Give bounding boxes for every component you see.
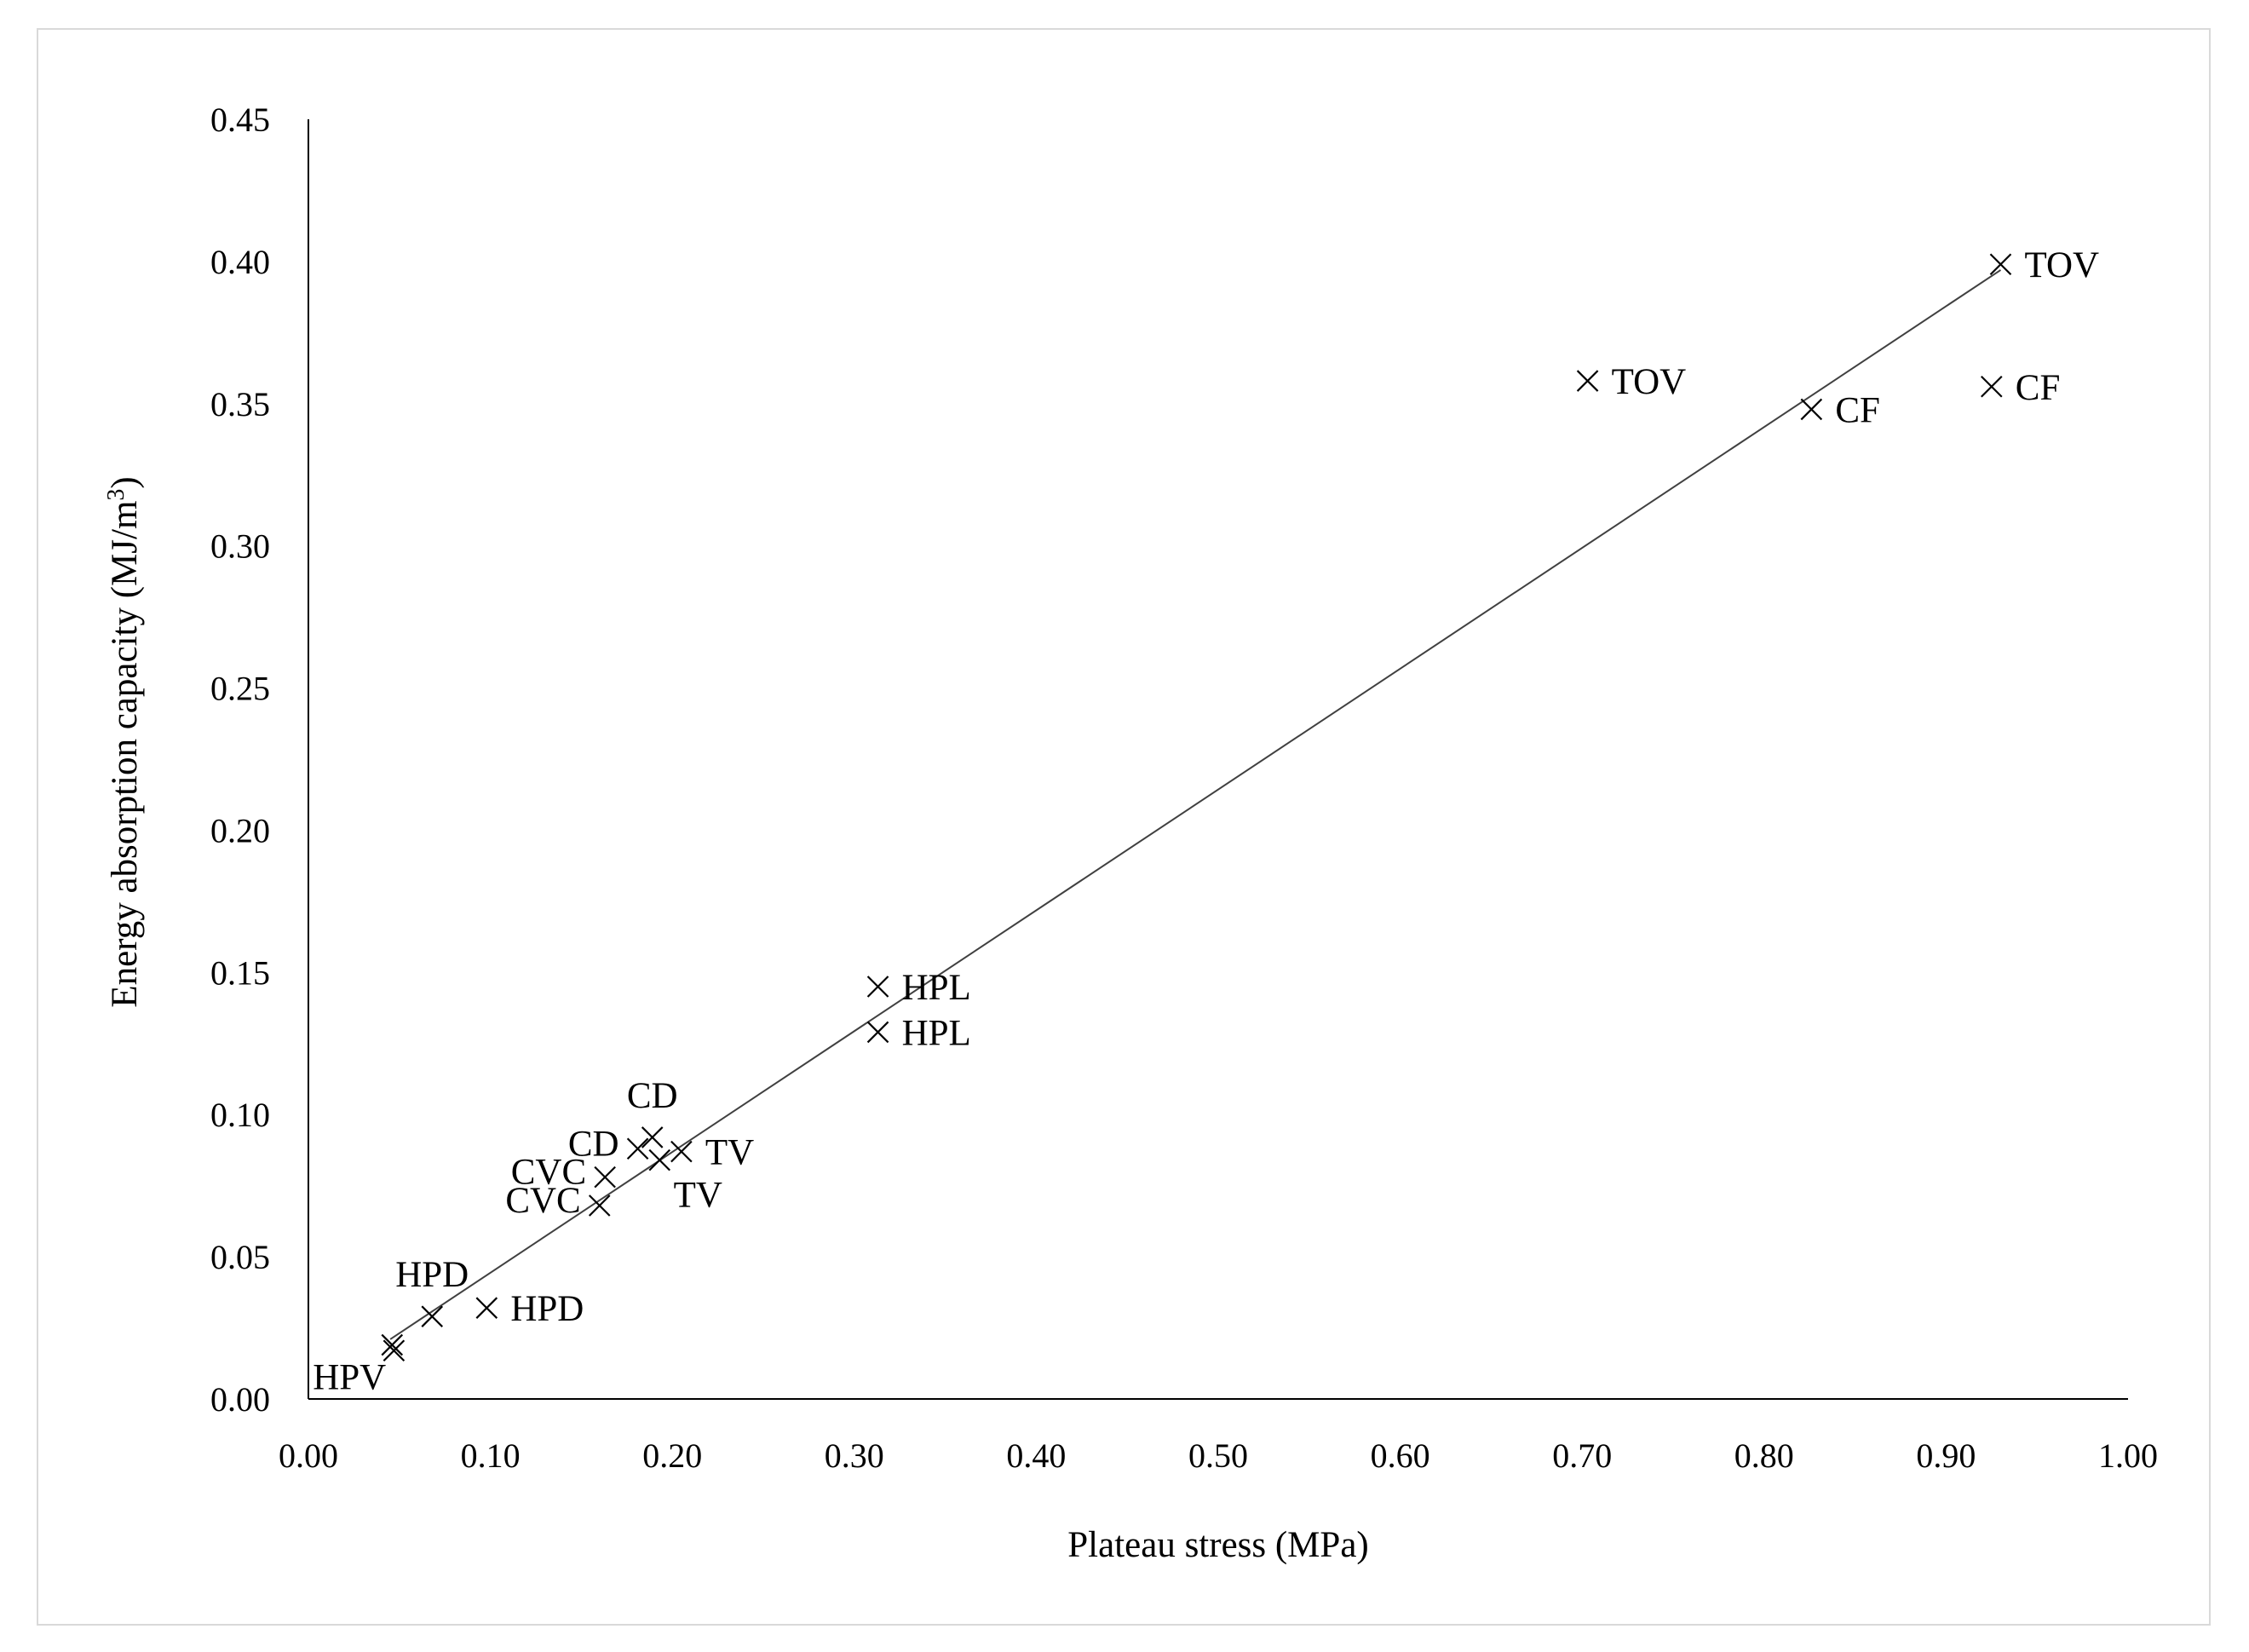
data-point-marker [475, 1297, 498, 1319]
data-point-marker [381, 1333, 404, 1356]
data-point-label: TOV [2024, 245, 2099, 285]
x-axis-ticks: 0.00 0.10 0.20 0.30 0.40 0.50 0.60 0.70 0.80 0.90… [279, 1436, 2158, 1475]
y-tick-label: 0.20 [210, 811, 270, 849]
data-point-marker [648, 1148, 671, 1171]
data-point-marker [594, 1166, 616, 1189]
y-tick-label: 0.35 [210, 385, 270, 423]
data-point-marker [1989, 253, 2012, 276]
scatter-chart: 0.00 0.10 0.20 0.30 0.40 0.50 0.60 0.70 0.80 0.90… [103, 101, 2159, 1565]
data-point-marker [1981, 375, 2003, 398]
x-tick-label: 0.90 [1916, 1436, 1976, 1475]
y-axis-title: Energy absorption capacity (MJ/m3) [103, 476, 146, 1007]
linear-trendline [389, 269, 2002, 1340]
data-point-marker [1800, 398, 1823, 421]
y-tick-label: 0.10 [210, 1096, 270, 1134]
x-tick-label: 0.00 [279, 1436, 338, 1475]
y-tick-label: 0.45 [210, 101, 270, 139]
x-tick-label: 1.00 [2098, 1436, 2158, 1475]
x-tick-label: 0.10 [461, 1436, 521, 1475]
chart-frame: 0.00 0.10 0.20 0.30 0.40 0.50 0.60 0.70 0.80 0.90… [37, 28, 2211, 1626]
x-tick-label: 0.20 [642, 1436, 702, 1475]
x-tick-label: 0.50 [1188, 1436, 1248, 1475]
data-point-marker [641, 1126, 664, 1148]
data-point-label: TOV [1612, 362, 1687, 402]
data-point-label: CVC [511, 1153, 586, 1193]
data-point-marker [670, 1140, 693, 1163]
x-tick-label: 0.40 [1006, 1436, 1066, 1475]
data-point-label: HPL [902, 1013, 971, 1053]
y-tick-label: 0.00 [210, 1380, 270, 1419]
x-tick-label: 0.80 [1734, 1436, 1794, 1475]
y-tick-label: 0.30 [210, 527, 270, 566]
x-tick-label: 0.70 [1552, 1436, 1612, 1475]
x-tick-label: 0.30 [825, 1436, 884, 1475]
data-point-label: TV [705, 1133, 754, 1173]
y-axis-ticks: 0.00 0.05 0.10 0.15 0.20 0.25 0.30 0.35 0.40 0.45 [210, 101, 270, 1419]
data-points [381, 253, 2012, 1362]
data-point-marker [866, 1021, 889, 1044]
data-point-label: CD [568, 1124, 619, 1164]
y-axis-title-superscript: 3 [103, 489, 129, 501]
y-tick-label: 0.05 [210, 1238, 270, 1276]
data-point-label: HPL [902, 968, 971, 1008]
y-tick-label: 0.15 [210, 953, 270, 992]
y-tick-label: 0.25 [210, 670, 270, 708]
data-point-label: HPD [395, 1255, 469, 1295]
data-point-label: TV [674, 1176, 722, 1216]
data-point-label: CF [2016, 368, 2061, 408]
data-point-marker [626, 1137, 649, 1160]
data-point-marker [1576, 370, 1599, 392]
data-point-marker [866, 976, 889, 998]
data-point-marker [383, 1339, 406, 1362]
data-point-label: CVC [505, 1181, 580, 1221]
data-point-marker [421, 1305, 444, 1327]
y-axis-title-end: ) [105, 476, 145, 488]
y-axis-title-main: Energy absorption capacity (MJ/m [105, 501, 145, 1008]
data-point-label: CF [1835, 390, 1880, 430]
data-point-label: HPV [313, 1358, 386, 1398]
x-tick-label: 0.60 [1371, 1436, 1430, 1475]
x-axis-title: Plateau stress (MPa) [1067, 1525, 1369, 1565]
data-point-label: CD [627, 1076, 678, 1116]
data-point-label: HPD [510, 1289, 584, 1329]
y-tick-label: 0.40 [210, 243, 270, 281]
data-point-marker [588, 1194, 611, 1217]
